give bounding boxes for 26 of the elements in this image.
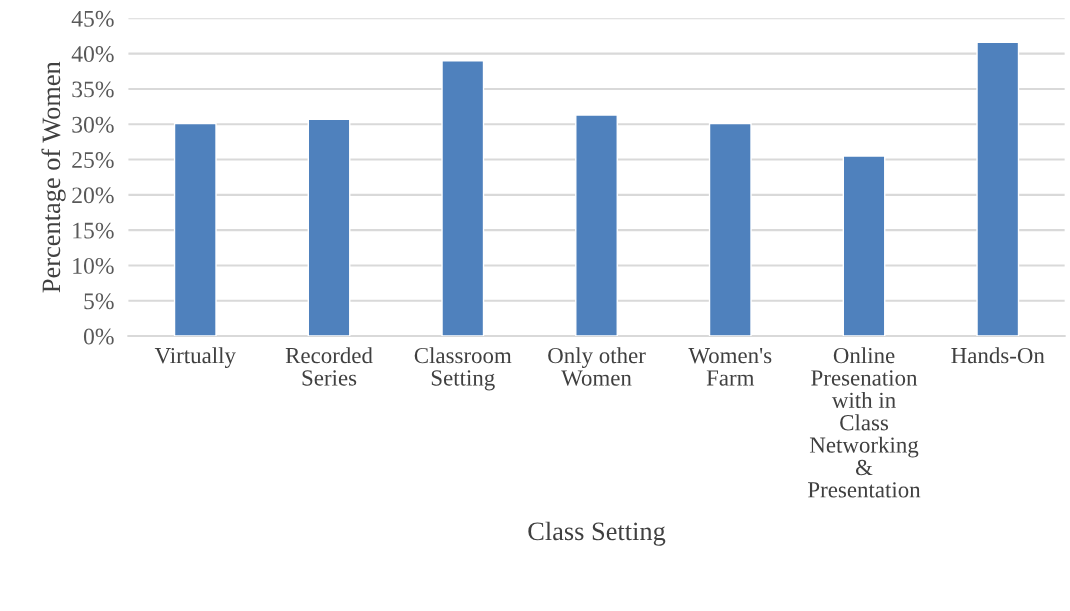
y-tick-label: 30% xyxy=(72,116,114,133)
y-axis-title: Percentage of Women xyxy=(41,61,66,293)
y-tick-label: 35% xyxy=(72,81,114,98)
x-tick-label: Online Presenation with in Class Networking & Presentation xyxy=(808,347,921,498)
x-tick-label: Recorded Series xyxy=(285,347,373,386)
x-tick-label: Women's Farm xyxy=(688,348,772,386)
y-tick-label: 0% xyxy=(83,328,114,345)
x-tick-label: Classroom Setting xyxy=(414,347,512,391)
bar xyxy=(441,59,485,337)
bar xyxy=(842,155,886,337)
y-tick-label: 5% xyxy=(84,293,114,310)
x-tick-label: Virtually xyxy=(154,347,236,369)
x-tick-label: Hands-On xyxy=(951,347,1045,364)
y-tick-label: 15% xyxy=(73,222,114,239)
x-axis-title: Class Setting xyxy=(528,521,666,546)
bar xyxy=(307,118,351,337)
bar xyxy=(173,122,217,337)
bar xyxy=(708,122,752,337)
bar xyxy=(575,114,618,337)
x-tick-label: Only other Women xyxy=(548,347,646,386)
bar xyxy=(976,41,1020,337)
y-tick-label: 10% xyxy=(73,257,114,274)
y-tick-label: 20% xyxy=(72,187,114,204)
y-tick-label: 45% xyxy=(71,10,114,27)
y-tick-label: 25% xyxy=(72,152,114,169)
y-tick-label: 40% xyxy=(71,46,114,63)
